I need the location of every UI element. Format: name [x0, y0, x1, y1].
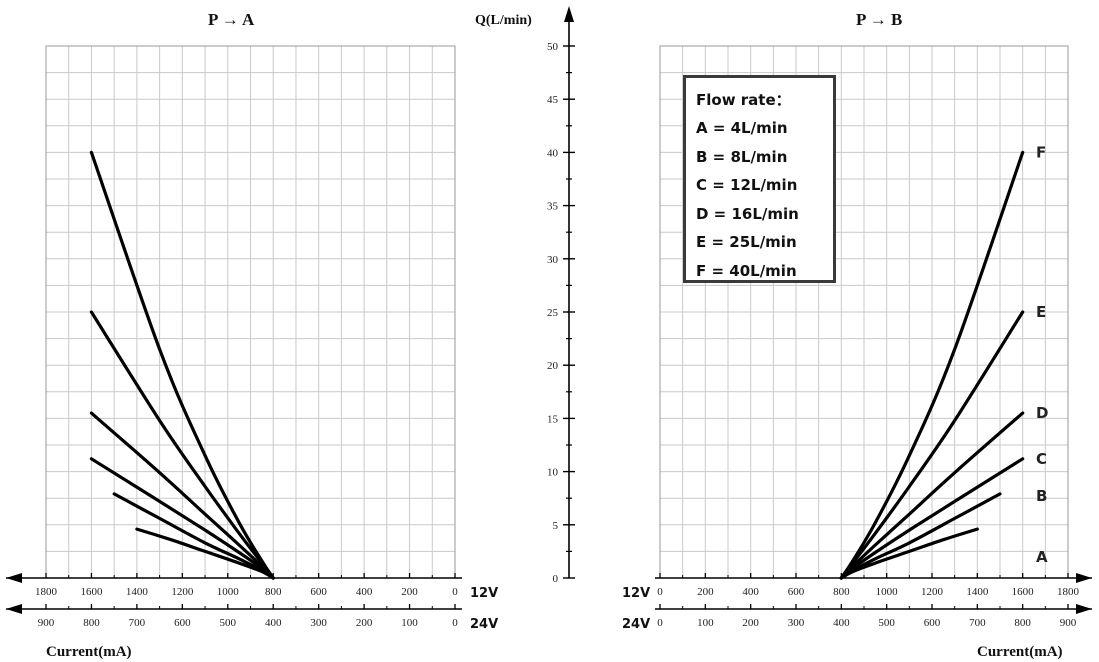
x-axis-arrow-left: [6, 573, 22, 583]
curve-right-d: [839, 411, 1025, 580]
legend-entry-f: F = 40L/min: [696, 261, 797, 280]
curve-left-d: [89, 411, 275, 580]
legend-entry-b: B = 8L/min: [696, 147, 788, 166]
x-tick-label-right: 900: [1060, 617, 1077, 629]
x-axis-arrow-left: [6, 604, 22, 614]
curve-left-b: [112, 492, 275, 580]
curve-left-f: [89, 150, 275, 580]
y-tick-label: 25: [547, 307, 559, 319]
y-tick-label: 15: [547, 413, 559, 425]
x-tick-label-right: 800: [833, 586, 850, 598]
x-tick-label-left: 200: [401, 586, 418, 598]
labels: A B C D E F: [1036, 143, 1048, 566]
x-tick-label-right: 1200: [921, 586, 944, 598]
x-tick-label-left: 1000: [217, 586, 240, 598]
y-axis-label: Q(L/min): [475, 13, 532, 28]
x-tick-label-right: 1400: [966, 586, 989, 598]
y-tick-label: 10: [547, 467, 559, 479]
x-axis-arrow-right: [1076, 573, 1092, 583]
x-tick-label-right: 300: [788, 617, 805, 629]
curve-label-a: A: [1036, 548, 1048, 566]
curve-label-f: F: [1036, 143, 1046, 161]
x-tick-label-right: 400: [833, 617, 850, 629]
x-tick-label-left: 1800: [35, 586, 58, 598]
y-tick-label: 40: [547, 147, 559, 159]
x-axis-label-right: Current(mA): [977, 644, 1063, 660]
x-tick-label-left: 600: [310, 586, 327, 598]
x-tick-label-left: 0: [452, 617, 458, 629]
x-tick-label-left: 1600: [80, 586, 103, 598]
x-tick-label-left: 600: [174, 617, 191, 629]
curve-label-b: B: [1036, 487, 1047, 505]
curve-label-c: C: [1036, 450, 1047, 468]
voltage-label-12v-right: 12V: [622, 586, 651, 601]
x-tick-label-right: 400: [742, 586, 759, 598]
legend-title: Flow rate：: [696, 91, 791, 109]
x-tick-label-right: 100: [697, 617, 714, 629]
y-tick-label: 20: [547, 360, 559, 372]
x-tick-label-left: 500: [220, 617, 237, 629]
y-tick-label: 0: [553, 573, 559, 585]
grid-left: [45, 45, 456, 579]
voltage-label-24v-right: 24V: [622, 617, 651, 632]
y-tick-label: 30: [547, 254, 559, 266]
curve-label-e: E: [1036, 303, 1046, 321]
x-tick-label-left: 1200: [171, 586, 194, 598]
x-tick-label-right: 600: [924, 617, 941, 629]
x-tick-label-left: 800: [265, 586, 282, 598]
x-tick-label-right: 800: [1014, 617, 1031, 629]
x-tick-label-right: 700: [969, 617, 986, 629]
y-tick-label: 50: [547, 41, 559, 53]
x-tick-label-left: 400: [265, 617, 282, 629]
x-axis-label-left: Current(mA): [46, 644, 132, 660]
legend-entry-e: E = 25L/min: [696, 233, 797, 251]
y-axis-arrow: [564, 6, 574, 22]
curves-left: [89, 150, 275, 580]
chart-title-right: P → B: [856, 10, 903, 29]
x-tick-label-left: 200: [356, 617, 373, 629]
x-axis-arrow-right: [1076, 604, 1092, 614]
x-tick-label-right: 1600: [1012, 586, 1035, 598]
y-tick-label: 5: [553, 520, 559, 532]
legend-entry-c: C = 12L/min: [696, 176, 798, 194]
y-tick-label: 35: [547, 201, 559, 213]
x-tick-label-left: 800: [83, 617, 100, 629]
chart-title-left: P → A: [208, 10, 255, 29]
curves-right: [839, 150, 1025, 580]
voltage-label-24v-left: 24V: [470, 617, 499, 632]
x-tick-label-right: 0: [657, 586, 663, 598]
x-tick-label-left: 700: [129, 617, 146, 629]
legend-entry-d: D = 16L/min: [696, 204, 799, 223]
y-tick-label: 45: [547, 94, 559, 106]
x-tick-label-left: 0: [452, 586, 458, 598]
x-tick-label-right: 500: [878, 617, 895, 629]
x-tick-label-left: 1400: [126, 586, 149, 598]
x-tick-label-left: 400: [356, 586, 373, 598]
x-tick-label-right: 1000: [876, 586, 899, 598]
x-tick-label-right: 600: [788, 586, 805, 598]
x-tick-label-left: 300: [310, 617, 327, 629]
curve-right-b: [839, 492, 1002, 580]
x-tick-label-right: 0: [657, 617, 663, 629]
legend-entry-a: A = 4L/min: [696, 119, 788, 137]
x-tick-label-left: 900: [38, 617, 55, 629]
x-tick-label-right: 1800: [1057, 586, 1080, 598]
legend: Flow rate： A = 4L/min B = 8L/min C = 12L…: [683, 75, 836, 283]
voltage-label-12v-left: 12V: [470, 586, 499, 601]
x-tick-label-right: 200: [697, 586, 714, 598]
x-tick-label-left: 100: [401, 617, 418, 629]
x-tick-label-right: 200: [742, 617, 759, 629]
curve-right-f: [839, 150, 1025, 580]
curve-label-d: D: [1036, 404, 1048, 422]
